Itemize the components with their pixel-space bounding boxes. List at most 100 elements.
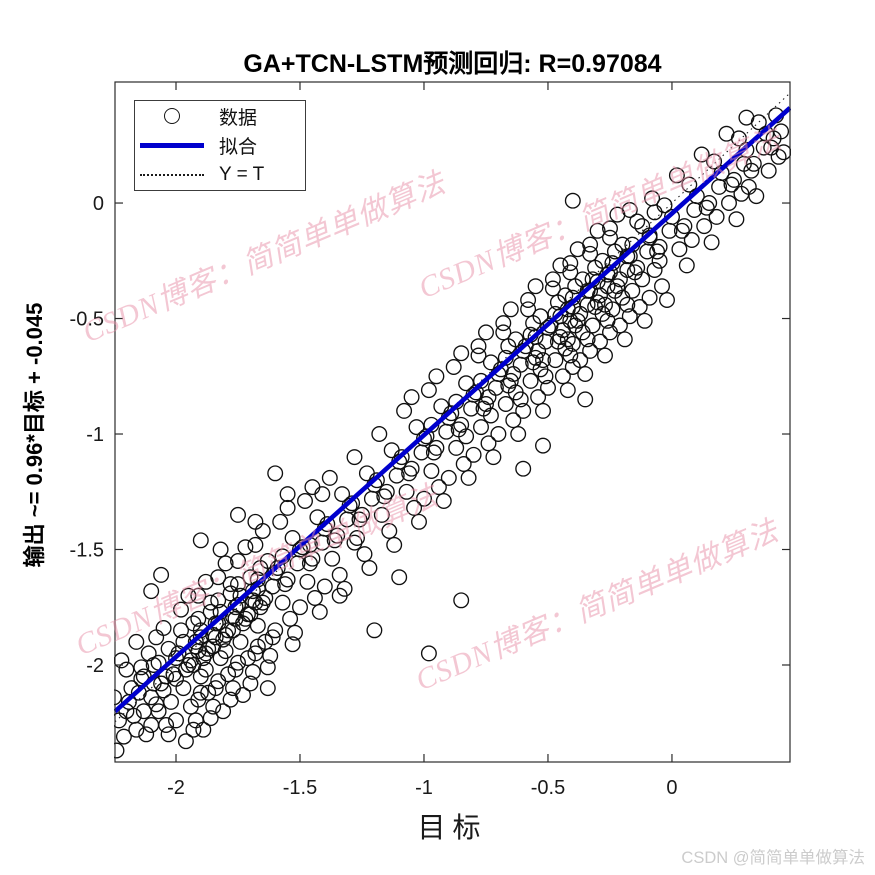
data-point (351, 511, 368, 528)
data-point (448, 439, 465, 456)
data-point (215, 703, 232, 720)
data-point (636, 312, 653, 329)
data-point (430, 479, 447, 496)
data-point (460, 469, 477, 486)
data-point (723, 176, 740, 193)
x-tick-label: 0 (666, 777, 677, 799)
data-point (562, 264, 579, 281)
data-point (331, 587, 348, 604)
data-point (775, 144, 791, 161)
data-point (728, 211, 745, 228)
data-point (195, 721, 212, 738)
data-point (544, 271, 561, 288)
data-point (187, 633, 204, 650)
data-point (173, 601, 189, 618)
data-point (743, 162, 760, 179)
data-point (155, 620, 172, 636)
data-point (210, 592, 227, 609)
data-point (564, 192, 581, 209)
legend-sample-cell (135, 173, 209, 176)
data-point (611, 317, 628, 334)
data-point (163, 693, 179, 710)
data-point (185, 721, 202, 738)
data-point (267, 622, 284, 639)
data-point (544, 280, 561, 297)
y-tick-label: -2 (86, 655, 104, 677)
x-tick-label: -1.5 (283, 777, 317, 799)
data-point (473, 419, 489, 436)
data-point (259, 659, 276, 676)
data-point (760, 162, 777, 179)
data-point (140, 645, 157, 662)
data-point (277, 576, 294, 593)
data-point (177, 733, 194, 750)
legend-label-fit: 拟合 (219, 137, 258, 158)
data-point (512, 391, 529, 408)
data-point (282, 610, 299, 627)
data-point (416, 490, 432, 507)
data-point (602, 229, 618, 246)
data-point (520, 292, 537, 308)
chart-title: GA+TCN-LSTM预测回归: R=0.97084 (243, 50, 662, 78)
y-tick-label: 0 (93, 193, 104, 215)
data-point (187, 712, 204, 729)
data-point (393, 449, 410, 466)
data-point (547, 352, 564, 369)
data-point (453, 592, 470, 609)
data-point (411, 513, 427, 530)
data-point (168, 670, 184, 687)
data-point (299, 573, 316, 590)
data-point (651, 252, 668, 269)
data-point (160, 726, 177, 743)
data-point (373, 506, 390, 523)
data-point (237, 539, 254, 556)
legend-sample-cell (135, 108, 209, 125)
data-point (490, 426, 507, 442)
data-point (396, 402, 413, 419)
data-point (205, 627, 222, 643)
data-point (247, 536, 264, 553)
scatter-series (114, 107, 791, 759)
data-point (356, 546, 373, 563)
data-point (465, 446, 482, 463)
csdn-credit: CSDN @简简单单做算法 (681, 849, 865, 867)
y-tick-label: -0.5 (70, 309, 104, 331)
data-point (212, 541, 229, 558)
data-point (381, 523, 398, 539)
data-point (420, 645, 437, 662)
data-point (279, 486, 296, 503)
data-point (673, 222, 690, 239)
data-point (242, 675, 259, 692)
data-point (403, 389, 420, 406)
data-point (678, 257, 695, 274)
data-point (346, 449, 363, 466)
data-point (202, 710, 219, 727)
data-point (314, 486, 331, 503)
data-point (425, 444, 442, 461)
data-point (249, 617, 266, 634)
data-point (294, 539, 311, 556)
data-point (527, 329, 544, 345)
data-point (274, 594, 291, 611)
data-point (564, 335, 581, 352)
data-point (592, 333, 608, 350)
data-point (205, 698, 222, 715)
data-point (143, 689, 160, 706)
data-point (391, 569, 408, 586)
data-point (180, 587, 197, 604)
data-point (331, 566, 348, 583)
data-point (326, 532, 343, 549)
data-point (770, 148, 787, 165)
data-point (589, 222, 606, 239)
data-point (582, 245, 599, 262)
y-tick-label: -1 (86, 424, 104, 446)
data-point (502, 301, 519, 318)
data-point (552, 257, 569, 274)
data-point (621, 202, 638, 218)
data-point (114, 652, 130, 669)
data-point (269, 560, 286, 576)
data-point (259, 680, 276, 697)
data-point (366, 622, 383, 639)
data-point (292, 599, 308, 616)
data-point (158, 668, 175, 685)
